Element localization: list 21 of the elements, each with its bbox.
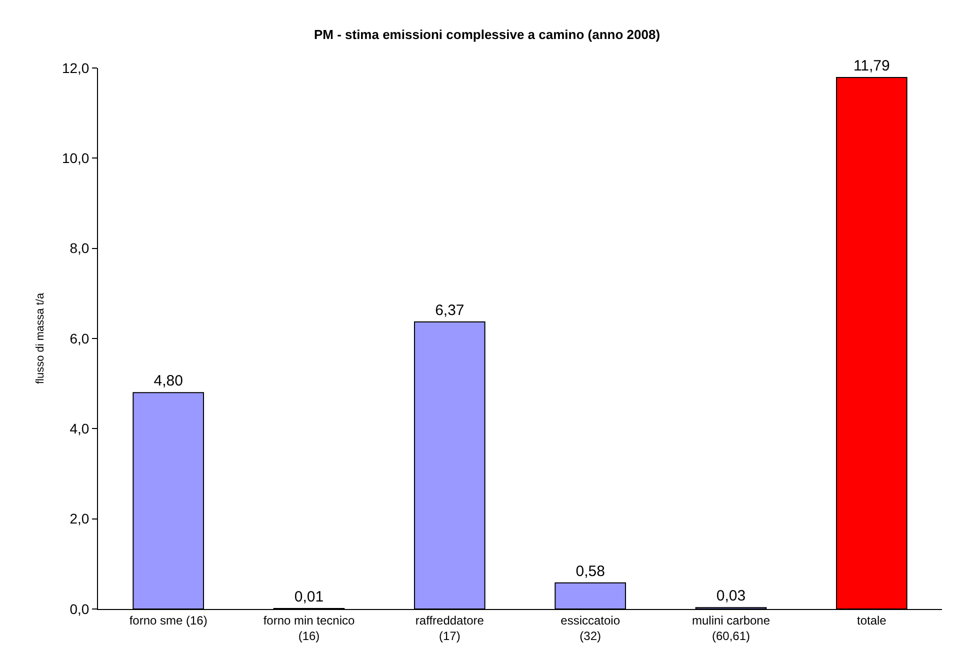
data-label: 0,58 [576, 562, 605, 580]
x-tick-label: essiccatoio (32) [560, 613, 620, 643]
data-label: 11,79 [853, 57, 890, 74]
x-tick-label: mulini carbone (60,61) [692, 613, 770, 643]
y-tick-label: 4,0 [70, 420, 90, 437]
y-tick-label: 2,0 [70, 510, 90, 527]
y-axis-title: flusso di massa t/a [34, 292, 47, 384]
x-tick-label: forno sme (16) [129, 613, 208, 628]
x-tick-label: raffreddatore (17) [415, 613, 484, 643]
data-label: 4,80 [154, 372, 183, 390]
x-tick-label: totale [856, 613, 887, 628]
y-tick-label: 12,0 [62, 60, 90, 76]
chart-title: PM - stima emissioni complessive a camino (anno 2008) [314, 26, 660, 42]
data-label: 0,03 [716, 588, 746, 605]
y-tick-label: 10,0 [62, 150, 90, 166]
y-tick-label: 8,0 [70, 240, 90, 256]
data-label: 6,37 [435, 302, 464, 319]
x-tick-label: forno min tecnico (16) [263, 613, 356, 643]
y-tick-label: 6,0 [70, 330, 90, 346]
data-label: 0,01 [294, 588, 324, 606]
y-tick-label: 0,0 [70, 600, 90, 617]
